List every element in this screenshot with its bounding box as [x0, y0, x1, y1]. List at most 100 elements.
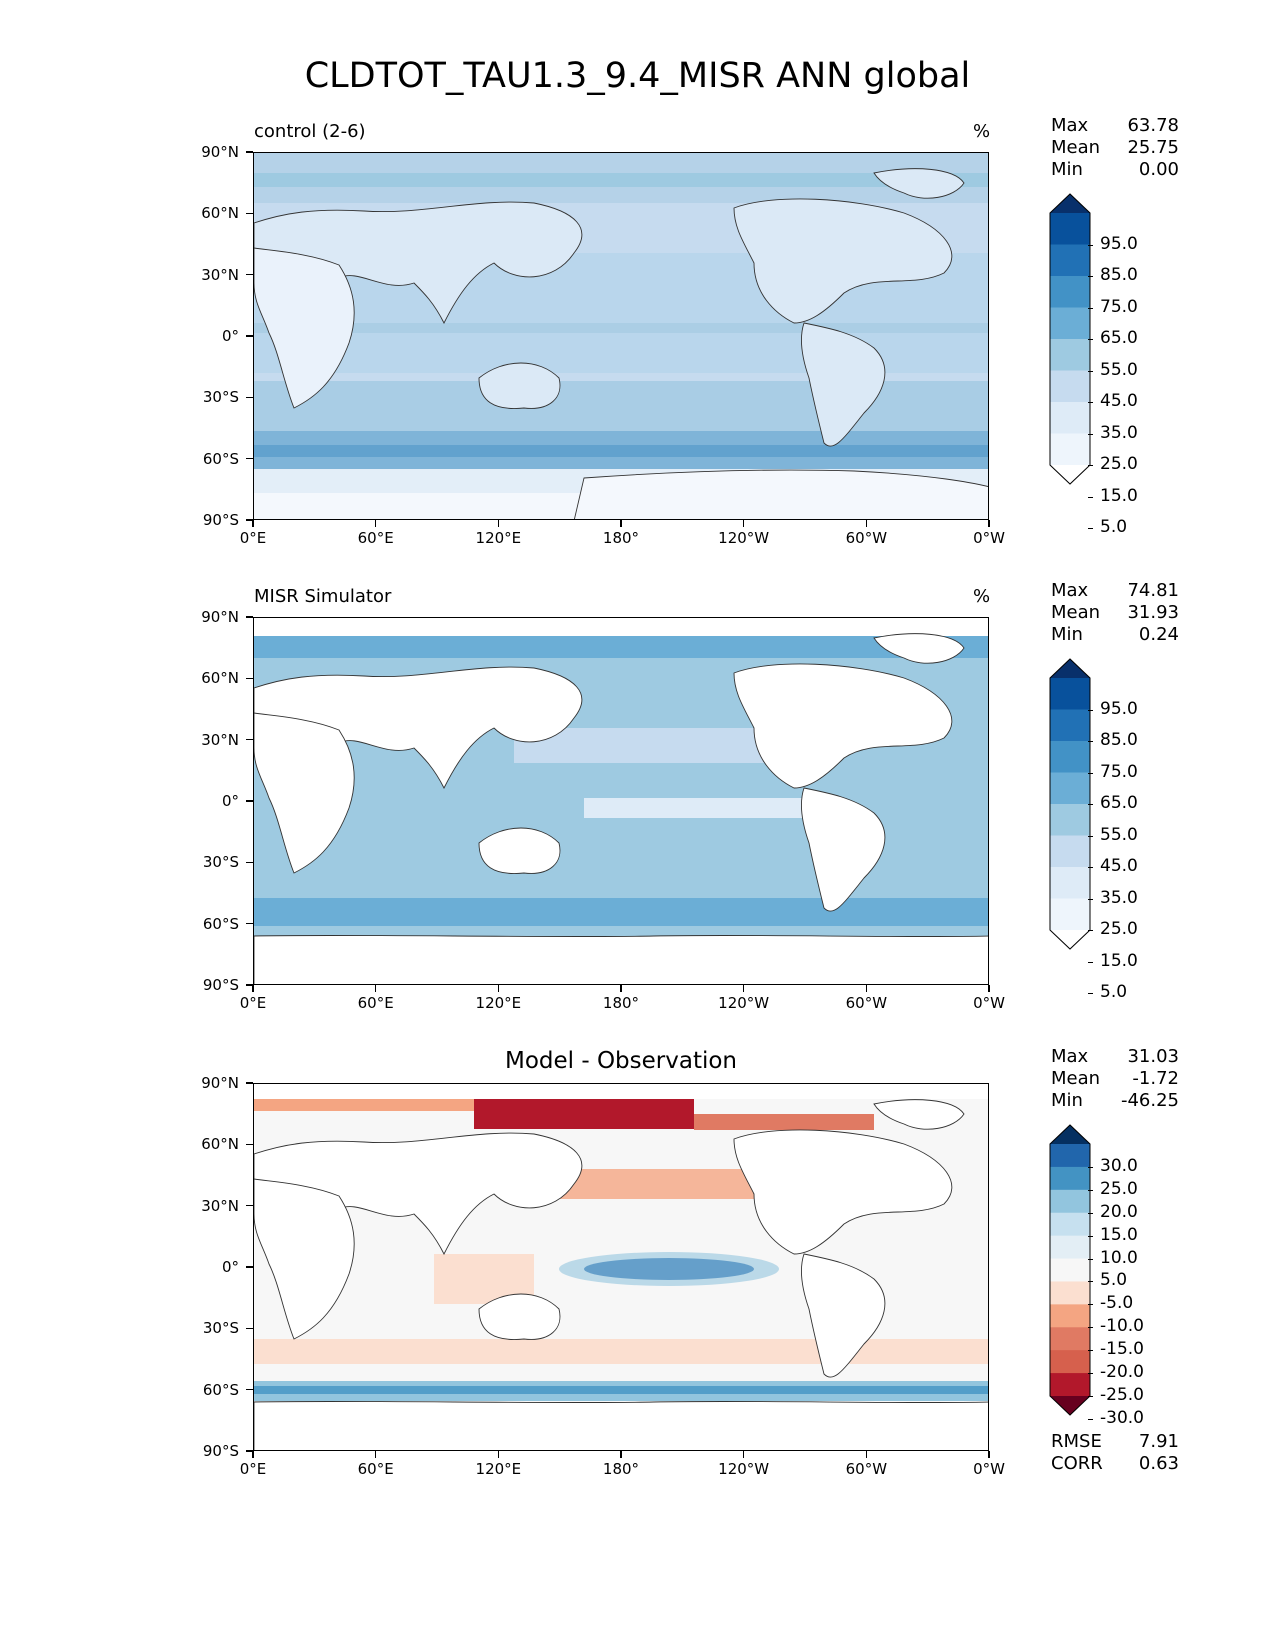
colorbar-tick-label: 65.0 — [1100, 793, 1138, 813]
colorbar — [1049, 193, 1091, 489]
colorbar-tick — [1088, 772, 1093, 774]
lon-tick — [620, 1451, 622, 1458]
lon-tick — [988, 520, 990, 527]
colorbar-tick — [1088, 804, 1093, 805]
colorbar-band — [1050, 1258, 1090, 1282]
units-label: % — [973, 586, 991, 607]
lon-tick — [497, 520, 500, 527]
colorbar-tick-label: 25.0 — [1100, 454, 1138, 474]
colorbar-band — [1050, 1304, 1090, 1328]
colorbar-band — [1050, 898, 1090, 931]
colorbar-band — [1050, 709, 1090, 742]
lon-label: 180° — [602, 529, 640, 547]
lat-tick — [246, 1082, 253, 1084]
stat-value: 31.93 — [1127, 602, 1179, 623]
lon-tick — [497, 985, 500, 992]
colorbar-cap-bottom — [1050, 465, 1090, 484]
lon-label: 0°E — [239, 1460, 267, 1478]
colorbar-band — [1050, 433, 1090, 466]
lon-label: 0°W — [973, 1460, 1005, 1478]
stat-label: Min — [1051, 159, 1083, 180]
colorbar-band — [1050, 1350, 1090, 1374]
lon-label: 120°W — [718, 529, 770, 547]
panel-title: control (2-6) — [254, 121, 366, 142]
lon-tick — [865, 985, 868, 992]
colorbar-tick-label: 35.0 — [1100, 887, 1138, 908]
colorbar-tick-label: 5.0 — [1100, 982, 1128, 1002]
lon-label: 60°E — [357, 529, 394, 547]
colorbar-tick-label: -30.0 — [1100, 1407, 1144, 1428]
lon-tick — [497, 1451, 500, 1458]
lat-tick — [246, 396, 253, 399]
colorbar-tick — [1088, 867, 1093, 868]
colorbar-tick — [1088, 1350, 1093, 1352]
colorbar-band — [1050, 213, 1090, 245]
colorbar-cap-top — [1050, 659, 1090, 678]
colorbar-tick-label: -20.0 — [1100, 1362, 1144, 1383]
colorbar-tick — [1088, 1212, 1093, 1214]
stat-label: Max — [1051, 1046, 1089, 1067]
lat-label: 0° — [221, 792, 239, 810]
lon-label: 120°E — [475, 1460, 522, 1478]
lat-label: 30°S — [202, 853, 239, 872]
stat-value: -1.72 — [1132, 1068, 1179, 1089]
colorbar-band — [1050, 1327, 1090, 1351]
colorbar-band — [1050, 804, 1090, 836]
stat-value: 63.78 — [1127, 115, 1179, 136]
lat-label: 90°N — [201, 608, 239, 626]
lon-label: 0°W — [973, 994, 1005, 1012]
lat-label: 60°N — [201, 204, 239, 223]
difference-field — [254, 1084, 988, 1450]
colorbar-tick-label: 5.0 — [1100, 1270, 1128, 1291]
lon-tick — [252, 985, 254, 992]
lon-label: 0°E — [239, 994, 267, 1012]
difference-map — [253, 1083, 989, 1451]
lon-tick — [865, 520, 868, 527]
metric-value: 0.63 — [1138, 1453, 1179, 1474]
lat-tick — [246, 1327, 253, 1330]
colorbar-tick-label: 65.0 — [1100, 328, 1138, 348]
panel-title: Model - Observation — [504, 1048, 738, 1074]
metric-value: 7.91 — [1138, 1431, 1179, 1452]
stat-value: 25.75 — [1127, 137, 1179, 158]
colorbar-band — [1050, 741, 1090, 773]
colorbar-tick-label: 5.0 — [1100, 517, 1128, 537]
colorbar-swatches — [1049, 1124, 1091, 1416]
stat-value: -46.25 — [1120, 1090, 1179, 1111]
lat-tick — [246, 519, 253, 521]
colorbar-tick — [1088, 339, 1093, 340]
colorbar-band — [1050, 1235, 1090, 1260]
lat-label: 90°N — [201, 1074, 239, 1092]
stat-value: 31.03 — [1127, 1046, 1179, 1067]
colorbar — [1049, 1124, 1091, 1420]
lat-label: 0° — [221, 1258, 239, 1276]
stat-value: 74.81 — [1127, 580, 1179, 601]
stat-label: Mean — [1051, 137, 1101, 158]
stats-block: Max 74.81 Mean 31.93 Min 0.24 — [1051, 580, 1179, 646]
colorbar-tick — [1088, 1166, 1093, 1168]
colorbar-tick-label: 25.0 — [1100, 1178, 1138, 1199]
lat-label: 90°N — [201, 143, 239, 161]
lat-tick — [246, 800, 253, 802]
colorbar-tick-label: 75.0 — [1100, 761, 1138, 782]
colorbar-cap-top — [1050, 1125, 1090, 1144]
colorbar-tick-label: 35.0 — [1100, 422, 1138, 443]
colorbar-swatches — [1049, 193, 1091, 485]
colorbar-band — [1050, 276, 1090, 308]
colorbar-tick — [1088, 276, 1093, 277]
lat-tick — [246, 457, 253, 460]
lat-label: 30°S — [202, 388, 239, 407]
colorbar-tick — [1088, 1281, 1093, 1283]
lat-tick — [246, 1204, 253, 1207]
colorbar-tick-label: -10.0 — [1100, 1316, 1144, 1337]
colorbar-tick — [1088, 465, 1093, 466]
lon-label: 120°E — [475, 994, 522, 1012]
lat-tick — [246, 1450, 253, 1452]
lat-label: 30°N — [201, 265, 239, 284]
lon-tick — [374, 520, 377, 527]
lat-tick — [246, 922, 253, 925]
colorbar-tick-label: 55.0 — [1100, 359, 1138, 380]
colorbar — [1049, 658, 1091, 954]
colorbar-tick — [1088, 1418, 1093, 1420]
lat-tick — [246, 616, 253, 618]
